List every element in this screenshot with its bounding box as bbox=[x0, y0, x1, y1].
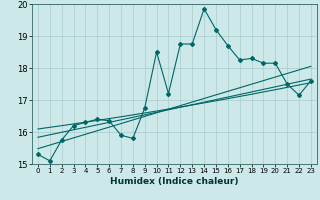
X-axis label: Humidex (Indice chaleur): Humidex (Indice chaleur) bbox=[110, 177, 239, 186]
